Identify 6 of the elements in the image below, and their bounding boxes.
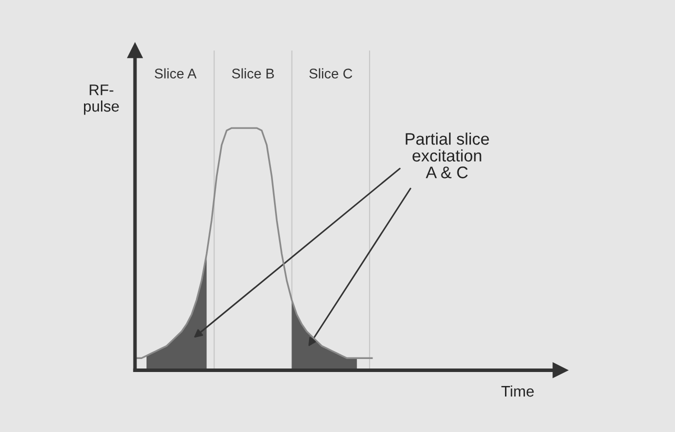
text: Time — [501, 385, 534, 397]
text: Partial slice excitation A & C — [406, 132, 489, 178]
text: Slice C — [309, 68, 352, 78]
text: Slice B — [232, 68, 274, 78]
text: Slice A — [154, 68, 197, 78]
y-axis-title: RF- pulse — [84, 84, 119, 115]
